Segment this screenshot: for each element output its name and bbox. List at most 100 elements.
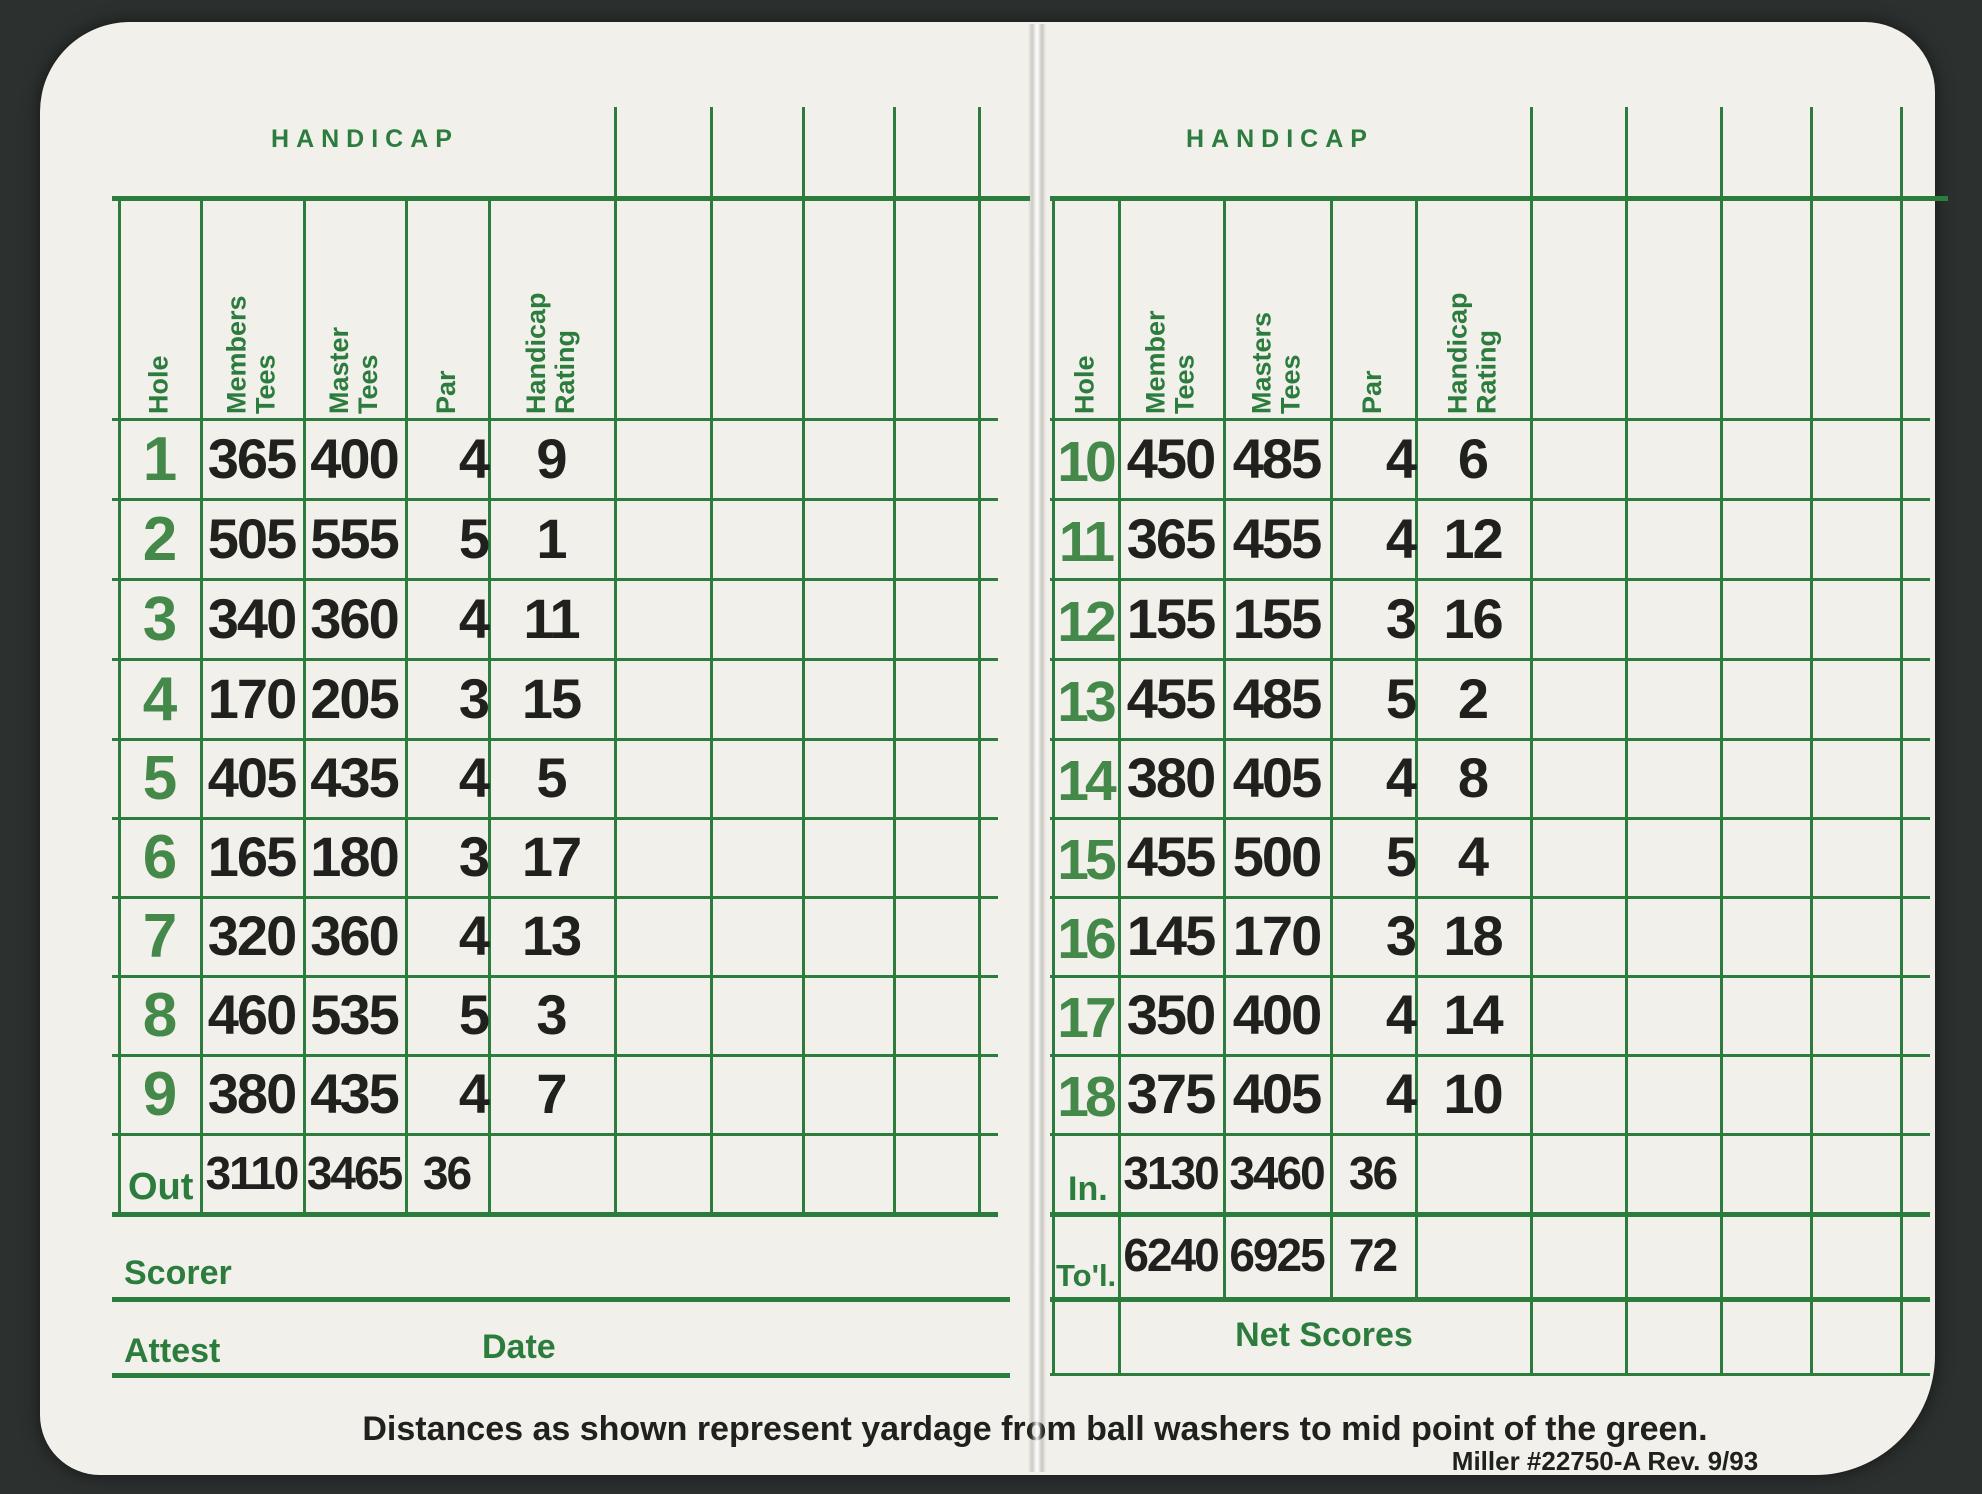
hole-number: 3 (142, 585, 177, 654)
hole-row: 14 380 405 4 8 (40, 741, 1935, 814)
master-tees-yardage: 555 (310, 506, 399, 570)
hole-row: 18 375 405 4 10 (40, 1057, 1935, 1130)
in-label: In. (1068, 1170, 1108, 1208)
hole-number: 15 (1057, 828, 1116, 892)
par-value: 3 (458, 666, 490, 730)
in-par-total: 36 (1348, 1146, 1398, 1199)
grid-line (1050, 1373, 1930, 1376)
grid-line (112, 418, 998, 421)
par-value: 5 (1385, 825, 1417, 888)
hole-number: 9 (142, 1060, 177, 1129)
total-label: To'l. (1056, 1258, 1117, 1293)
hole-number: 1 (142, 425, 177, 494)
hole-number: 4 (142, 665, 177, 734)
hole-number: 10 (1057, 430, 1116, 494)
member-tees-yardage: 450 (1126, 426, 1216, 490)
grid-line (112, 1054, 998, 1057)
grid-line (1330, 198, 1333, 1299)
handicap-rating-value: 10 (1443, 1062, 1503, 1125)
column-header-member-tees: Member Tees (1118, 202, 1223, 414)
par-value: 4 (458, 746, 490, 809)
total-masters-yardage: 6925 (1229, 1229, 1325, 1281)
scorecard-paper: HANDICAP H (40, 22, 1948, 1476)
hole-row: 15 455 500 5 4 (40, 820, 1935, 893)
grid-line (1050, 498, 1930, 501)
handicap-rating-value: 14 (1443, 983, 1503, 1046)
handicap-title-left: HANDICAP (271, 124, 459, 153)
grid-line (1720, 107, 1723, 1376)
par-value: 4 (1385, 1062, 1417, 1125)
members-tees-yardage: 170 (207, 666, 297, 730)
grid-line (1050, 975, 1930, 978)
handicap-rating-value: 11 (523, 586, 580, 650)
masters-tees-yardage: 485 (1232, 666, 1322, 730)
handicap-rating-value: 15 (521, 666, 582, 730)
handicap-rating-value: 9 (536, 426, 567, 490)
handicap-rating-value: 13 (521, 904, 582, 967)
column-header-label: Hole (1069, 355, 1100, 414)
grid-line (1415, 198, 1418, 1299)
front-nine-page: HANDICAP H (40, 22, 1935, 1475)
column-header-label: Masters Tees (1246, 311, 1306, 414)
par-value: 5 (1385, 666, 1417, 730)
grid-line (488, 198, 491, 1214)
masters-tees-yardage: 455 (1232, 506, 1322, 570)
member-tees-yardage: 350 (1126, 983, 1216, 1046)
grid-line (893, 107, 896, 1214)
column-header-hole: Hole (1052, 202, 1118, 414)
fold-crease (1028, 24, 1046, 1472)
hole-row: 11 365 455 4 12 (40, 501, 1935, 575)
grid-line (1223, 198, 1226, 1299)
in-total-row: In. 3130 3460 36 (40, 1136, 1935, 1209)
hole-row: 9 380 435 4 7 (40, 1057, 1935, 1130)
par-value: 3 (1385, 586, 1417, 650)
hole-row: 4 170 205 3 15 (40, 661, 1935, 735)
master-tees-yardage: 205 (310, 666, 399, 730)
hole-number: 13 (1057, 670, 1116, 734)
grid-line (1900, 107, 1903, 1376)
total-par: 72 (1348, 1229, 1398, 1281)
grid-line (1625, 107, 1628, 1376)
master-tees-yardage: 435 (310, 746, 399, 809)
out-label: Out (128, 1166, 194, 1208)
hole-number: 7 (142, 902, 177, 971)
masters-tees-yardage: 405 (1232, 746, 1322, 809)
master-tees-yardage: 435 (310, 1062, 399, 1125)
member-tees-yardage: 380 (1126, 746, 1216, 809)
hole-number: 11 (1058, 510, 1115, 574)
grid-line (112, 896, 998, 899)
grid-line (802, 107, 805, 1214)
grid-line (118, 198, 121, 1214)
members-tees-yardage: 165 (207, 825, 297, 888)
handicap-rating-value: 5 (536, 746, 567, 809)
grid-line (112, 1212, 998, 1217)
column-header-handicap-rating: Handicap Rating (1415, 202, 1530, 414)
handicap-rating-value: 16 (1443, 586, 1503, 650)
member-tees-yardage: 145 (1126, 904, 1216, 967)
grid-line (1050, 896, 1930, 899)
grid-line (1118, 198, 1121, 1376)
hole-number: 2 (142, 505, 177, 574)
master-tees-yardage: 180 (310, 825, 399, 888)
masters-tees-yardage: 170 (1232, 904, 1322, 967)
member-tees-yardage: 375 (1126, 1062, 1216, 1125)
grid-line (614, 107, 617, 1214)
hole-number: 8 (142, 981, 177, 1050)
handicap-rating-value: 8 (1457, 746, 1489, 809)
out-par-total: 36 (422, 1146, 472, 1199)
masters-tees-yardage: 400 (1232, 983, 1322, 1046)
member-tees-yardage: 455 (1126, 666, 1216, 730)
hole-row: 16 145 170 3 18 (40, 899, 1935, 972)
grid-line (1050, 1054, 1930, 1057)
hole-number: 18 (1057, 1065, 1116, 1129)
master-tees-yardage: 535 (310, 983, 399, 1046)
hole-number: 17 (1057, 986, 1116, 1050)
grid-line (710, 107, 713, 1214)
grid-line (1050, 418, 1930, 421)
hole-number: 16 (1057, 907, 1116, 971)
member-tees-yardage: 155 (1126, 586, 1216, 650)
printer-part-number: Miller #22750-A Rev. 9/93 (1451, 1446, 1759, 1476)
masters-tees-yardage: 485 (1232, 426, 1322, 490)
par-value: 4 (1385, 426, 1417, 490)
